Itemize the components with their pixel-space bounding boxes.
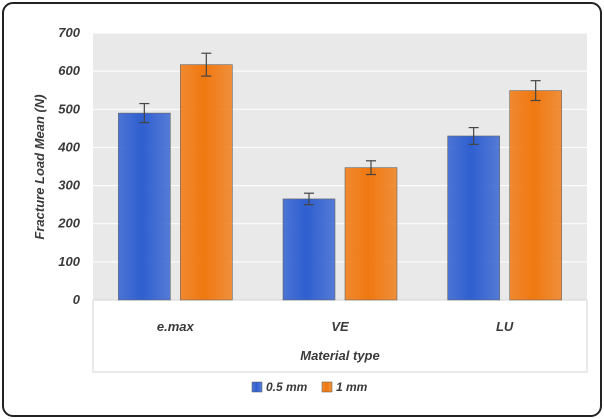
x-tick-label: VE [331, 319, 349, 334]
category-axis-band [92, 299, 588, 373]
error-bar [468, 126, 479, 145]
y-tick-label: 300 [58, 178, 80, 193]
x-axis-label: Material type [300, 348, 379, 363]
x-tick-labels: e.max VE LU [157, 319, 514, 334]
legend-label: 0.5 mm [266, 380, 308, 394]
bar-emax-1 [180, 64, 233, 301]
bar-VE-0 [282, 198, 336, 301]
error-bar [366, 160, 376, 176]
bar-VE-1 [344, 167, 398, 301]
bar-LU-0 [447, 135, 500, 301]
legend: 0.5 mm 1 mm [251, 380, 368, 394]
x-tick-label: e.max [157, 319, 195, 334]
bar-LU-1 [509, 90, 562, 301]
y-tick-label: 200 [57, 216, 80, 231]
y-tick-label: 400 [57, 139, 80, 154]
y-tick-labels: 0 100 200 300 400 500 600 700 [57, 25, 80, 307]
legend-label: 1 mm [336, 380, 368, 394]
y-axis-label: Fracture Load Mean (N) [32, 94, 47, 239]
error-bar [139, 102, 150, 124]
x-tick-label: LU [496, 319, 514, 334]
gridlines [93, 32, 587, 263]
error-bars [139, 52, 541, 206]
bar-emax-0 [118, 112, 171, 301]
y-tick-label: 700 [58, 25, 80, 40]
y-tick-label: 500 [58, 101, 80, 116]
y-tick-label: 0 [73, 292, 81, 307]
legend-swatch [321, 381, 333, 393]
bars [118, 64, 562, 301]
y-tick-label: 100 [58, 254, 80, 269]
error-bar [304, 192, 314, 206]
legend-swatch [251, 381, 263, 393]
error-bar [201, 52, 212, 77]
plot-area [93, 33, 587, 300]
y-tick-label: 600 [58, 63, 80, 78]
error-bar [530, 80, 541, 102]
